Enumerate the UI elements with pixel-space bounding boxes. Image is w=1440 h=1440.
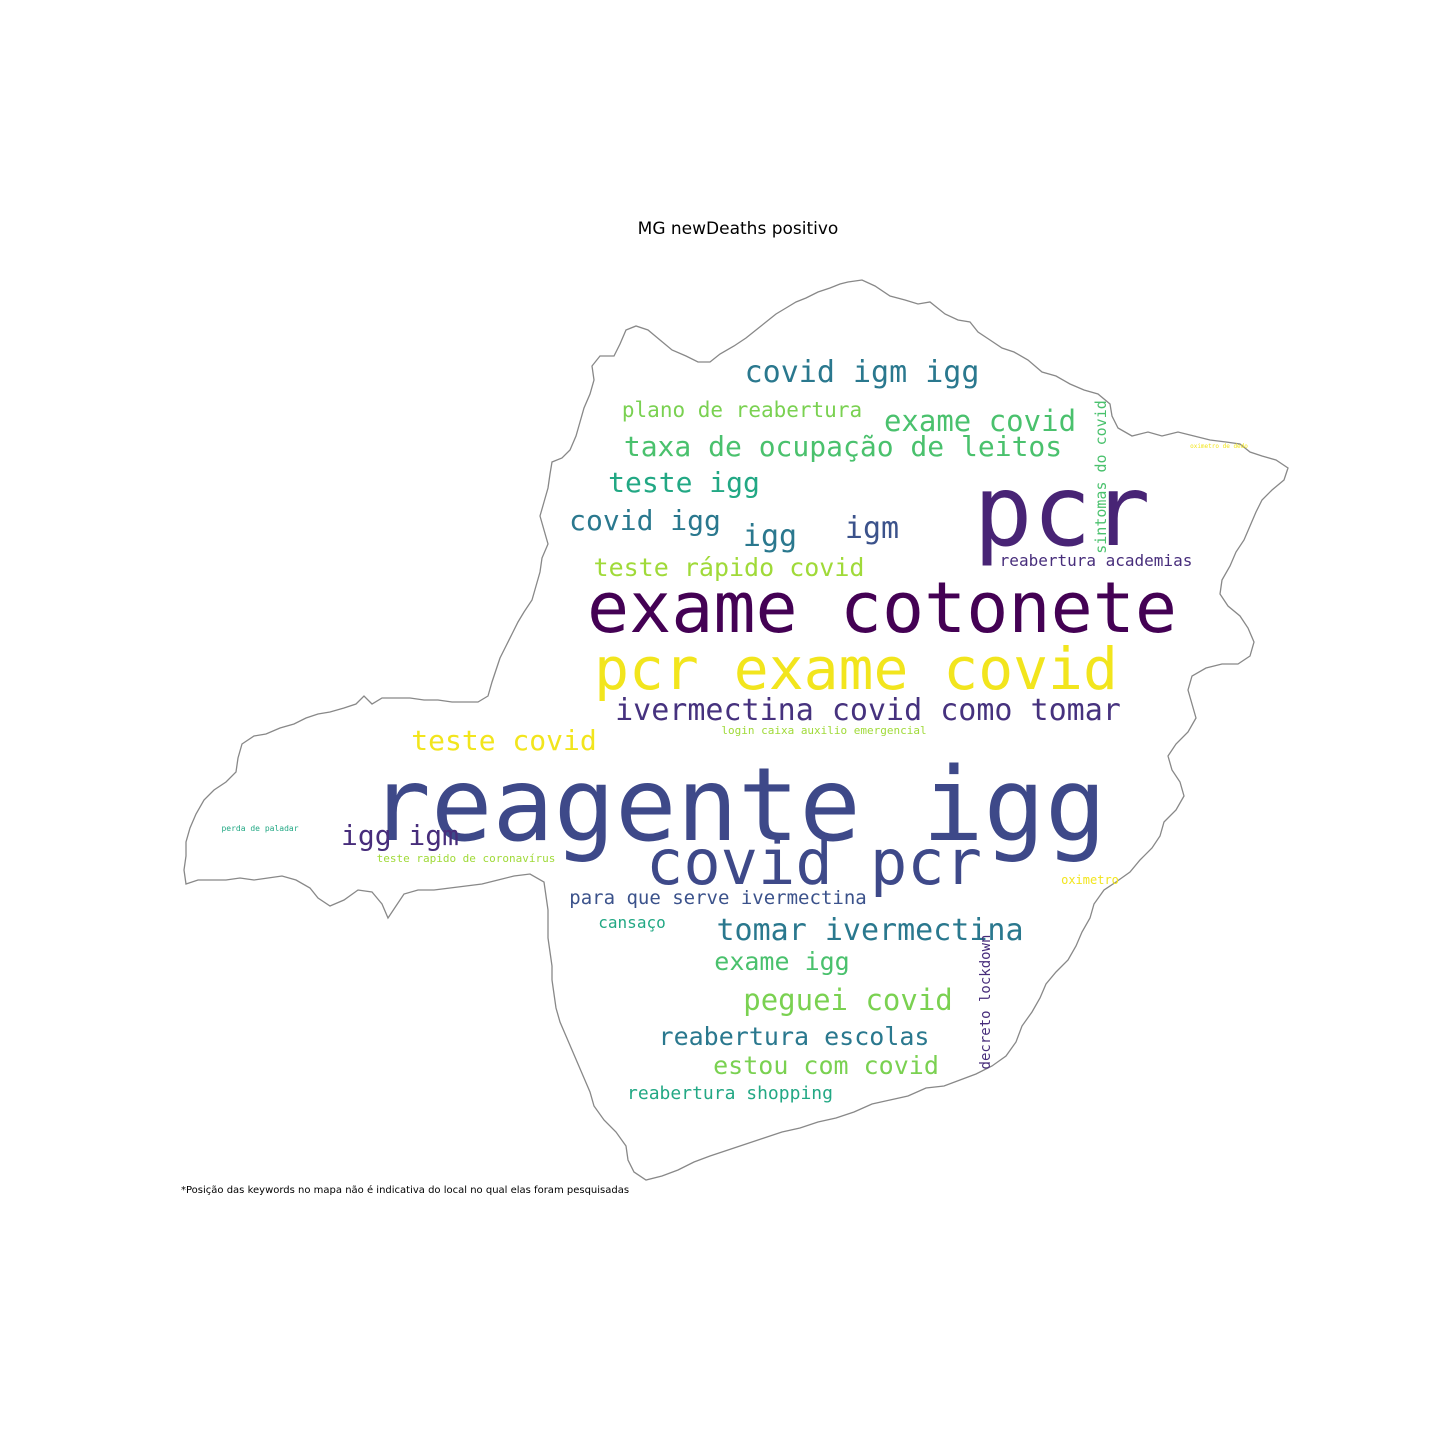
word-exame-cotonete: exame cotonete: [587, 567, 1177, 649]
word-reabertura-shopping: reabertura shopping: [627, 1083, 833, 1104]
word-igg: igg: [743, 519, 797, 554]
word-reabertura-academias: reabertura academias: [1000, 551, 1193, 570]
word-decreto-lockdown: decreto lockdown: [978, 935, 994, 1070]
word-igg-igm: igg igm: [341, 819, 459, 852]
word-teste-rapido-de-coronavirus: teste rapido de coronavírus: [377, 852, 556, 865]
word-exame-covid: exame covid: [884, 404, 1076, 438]
word-peguei-covid: peguei covid: [743, 983, 953, 1017]
word-para-que-serve-ivermectina: para que serve ivermectina: [569, 887, 866, 909]
word-reabertura-escolas: reabertura escolas: [659, 1022, 930, 1051]
word-tomar-ivermectina: tomar ivermectina: [716, 913, 1023, 948]
word-ivermectina-covid-como-tomar: ivermectina covid como tomar: [615, 693, 1121, 728]
word-login-caixa-auxilio-emergencial: login caixa auxilio emergencial: [721, 724, 926, 737]
word-covid-igg: covid igg: [569, 504, 721, 537]
map-position-disclaimer: *Posição das keywords no mapa não é indi…: [181, 1184, 629, 1196]
word-teste-covid: teste covid: [411, 724, 596, 757]
word-reagente-igg: reagente igg: [370, 746, 1107, 865]
word-pcr-exame-covid: pcr exame covid: [594, 635, 1118, 703]
word-covid-igm-igg: covid igm igg: [745, 355, 980, 390]
word-exame-igg: exame igg: [714, 947, 849, 976]
word-covid-pcr: covid pcr: [646, 826, 982, 899]
word-teste-igg: teste igg: [608, 466, 760, 499]
word-plano-de-reabertura: plano de reabertura: [622, 398, 862, 422]
word-taxa-de-ocupacao-de-leitos: taxa de ocupação de leitos: [624, 430, 1062, 463]
word-pcr: pcr: [973, 455, 1150, 569]
chart-title: MG newDeaths positivo: [638, 219, 839, 239]
word-cansaco: cansaço: [598, 913, 665, 932]
word-oximetro: oximetro: [1061, 873, 1119, 887]
word-igm: igm: [845, 511, 899, 546]
word-teste-rapido-covid: teste rápido covid: [594, 553, 865, 582]
minas-gerais-map-outline: [183, 279, 1289, 1181]
word-perda-de-paladar: perda de paladar: [221, 824, 298, 833]
word-sintomas-do-covid: sintomas do covid: [1092, 400, 1110, 554]
word-cloud-words: reagente igg exame cotonete pcr exame co…: [221, 355, 1248, 1104]
word-oximetro-de-dedo: oximetro de dedo: [1190, 443, 1248, 450]
word-estou-com-covid: estou com covid: [713, 1051, 939, 1080]
